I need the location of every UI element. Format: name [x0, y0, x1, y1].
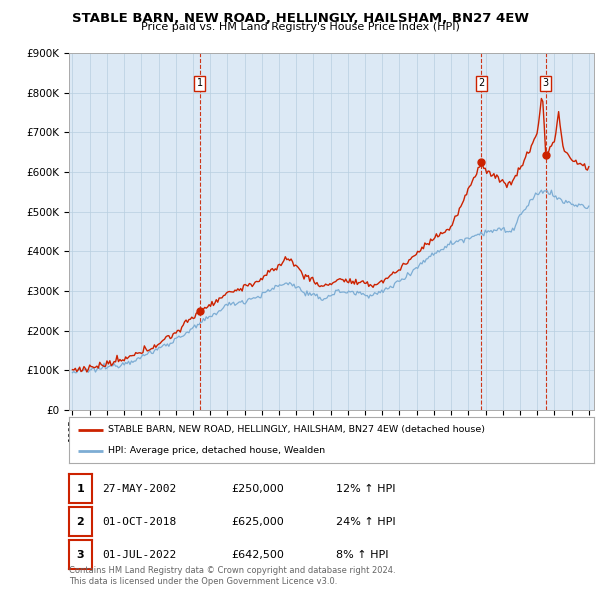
- Text: Price paid vs. HM Land Registry's House Price Index (HPI): Price paid vs. HM Land Registry's House …: [140, 22, 460, 32]
- Text: £642,500: £642,500: [231, 550, 284, 559]
- Text: £250,000: £250,000: [231, 484, 284, 493]
- Text: 2: 2: [478, 78, 484, 88]
- Text: £625,000: £625,000: [231, 517, 284, 526]
- Text: 27-MAY-2002: 27-MAY-2002: [102, 484, 176, 493]
- Text: 1: 1: [77, 484, 84, 493]
- Text: 12% ↑ HPI: 12% ↑ HPI: [336, 484, 395, 493]
- Text: HPI: Average price, detached house, Wealden: HPI: Average price, detached house, Weal…: [109, 446, 325, 455]
- Text: STABLE BARN, NEW ROAD, HELLINGLY, HAILSHAM, BN27 4EW (detached house): STABLE BARN, NEW ROAD, HELLINGLY, HAILSH…: [109, 425, 485, 434]
- Text: 1: 1: [197, 78, 203, 88]
- Text: 01-JUL-2022: 01-JUL-2022: [102, 550, 176, 559]
- Text: 8% ↑ HPI: 8% ↑ HPI: [336, 550, 389, 559]
- Text: 01-OCT-2018: 01-OCT-2018: [102, 517, 176, 526]
- Text: Contains HM Land Registry data © Crown copyright and database right 2024.
This d: Contains HM Land Registry data © Crown c…: [69, 566, 395, 586]
- Text: STABLE BARN, NEW ROAD, HELLINGLY, HAILSHAM, BN27 4EW: STABLE BARN, NEW ROAD, HELLINGLY, HAILSH…: [71, 12, 529, 25]
- Text: 24% ↑ HPI: 24% ↑ HPI: [336, 517, 395, 526]
- Text: 3: 3: [77, 550, 84, 559]
- Text: 2: 2: [77, 517, 84, 526]
- Text: 3: 3: [543, 78, 549, 88]
